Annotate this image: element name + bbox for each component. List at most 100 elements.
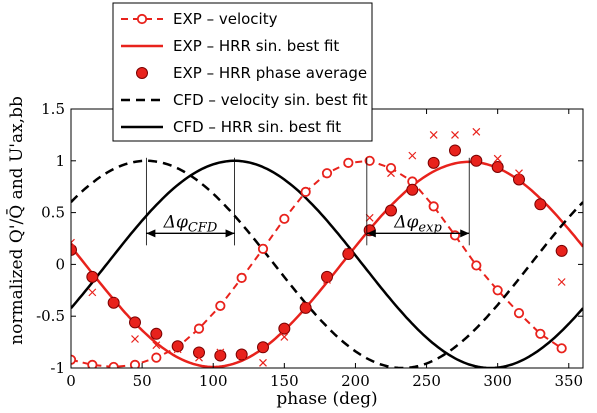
series-2-point [470, 154, 483, 167]
series-0-point [87, 359, 98, 368]
annotations: ΔφCFD Δφexp [145, 157, 470, 246]
series-3-point-stroke-b [131, 335, 139, 343]
series-3-point-stroke-b [216, 348, 225, 357]
series-3-point [344, 248, 353, 256]
x-axis-label: phase (deg) [276, 389, 377, 409]
series-0-point [471, 260, 482, 271]
series-2-point [513, 173, 525, 186]
series-3-point-stroke-b [472, 127, 481, 136]
series-3-point-stroke-b [109, 297, 118, 306]
y-tick-label: 1 [55, 152, 65, 170]
series-0-point [449, 230, 461, 241]
series-3-point [429, 130, 438, 139]
annotation-0-label: ΔφCFD [163, 212, 218, 235]
series-3-point-stroke-b [536, 200, 545, 209]
series-0-point [236, 272, 247, 283]
series-0-point [513, 307, 525, 319]
series-3-point [387, 169, 395, 178]
series-3-point-stroke-b [259, 358, 267, 367]
y-axis-label-group: normalized Q'/Q̄ and U'ax,bb [5, 96, 27, 345]
series-2-point [278, 322, 291, 335]
plot-lines [71, 159, 583, 368]
series-3-point [472, 127, 481, 136]
series-4-line [71, 159, 583, 368]
series-3-point [109, 297, 118, 306]
series-3-point [451, 130, 459, 139]
y-tick-label: 1.5 [41, 100, 65, 118]
series-3-point-stroke-a [71, 241, 75, 247]
series-3-point-stroke-b [408, 151, 417, 160]
series-3-point [323, 276, 331, 284]
y-tick-label: -0.5 [36, 307, 65, 325]
series-3-point-stroke-b [88, 288, 97, 297]
series-0-point [279, 213, 290, 224]
legend-entry-label: EXP – HRR phase average [173, 64, 367, 82]
series-3-point-stroke-b [515, 169, 523, 178]
series-3-point [216, 348, 225, 357]
series-3-point [536, 200, 545, 209]
legend-entry-label: EXP – HRR sin. best fit [173, 37, 339, 55]
series-0-point [556, 343, 567, 354]
markers [71, 127, 568, 368]
annotation-1-arrowhead-left [366, 229, 376, 238]
series-0-point [343, 157, 354, 168]
y-tick-label: -1 [50, 359, 65, 377]
x-tick-label: 150 [270, 372, 299, 390]
x-tick-label: 300 [483, 372, 512, 390]
annotation-0-arrowhead-left [146, 229, 156, 238]
plot-frame [70, 108, 584, 369]
series-3-point [131, 335, 139, 343]
legend-entry-label: EXP – velocity [173, 10, 278, 28]
series-2-point [299, 301, 312, 314]
series-2-point [107, 296, 120, 309]
series-3-point [493, 154, 502, 163]
series-2-point [321, 270, 333, 283]
series-2-point [214, 349, 227, 362]
series-3-point-stroke-b [557, 278, 566, 286]
series-2-point [71, 243, 77, 256]
series-2-point [171, 340, 184, 353]
series-3-point-stroke-b [237, 351, 246, 360]
series-3-point-stroke-b [323, 276, 331, 284]
series-2-point [385, 204, 397, 217]
legend: EXP – velocity EXP – HRR sin. best fit EXP… [112, 2, 373, 142]
series-2-point [150, 327, 163, 340]
series-3-point [365, 213, 374, 222]
legend-entry-label: CFD – HRR sin. best fit [173, 118, 341, 136]
series-3-point-stroke-b [152, 341, 161, 350]
series-0-point [428, 201, 439, 212]
series-2-point [491, 161, 504, 174]
x-tick-label: 0 [66, 372, 76, 390]
series-0-point [193, 323, 205, 334]
series-2-point [86, 270, 99, 283]
series-3-point-stroke-b [387, 169, 395, 178]
legend-entry-label: CFD – velocity sin. best fit [173, 91, 368, 109]
series-3-point-stroke-b [344, 248, 353, 256]
series-3-point [280, 332, 289, 341]
series-2-point [449, 144, 461, 157]
series-2-point [129, 316, 141, 329]
x-tick-label: 250 [412, 372, 441, 390]
series-3-point [237, 351, 246, 360]
series-3-point [173, 345, 182, 354]
annotation-1-label: Δφexp [393, 212, 442, 235]
series-3-point-stroke-b [365, 213, 374, 222]
series-0-point [321, 168, 333, 179]
series-3-point [195, 353, 203, 362]
y-tick-label: 0.5 [41, 204, 65, 222]
series-2-point [342, 248, 355, 261]
series-3-point [259, 358, 267, 367]
series-3-point-stroke-b [301, 301, 310, 310]
legend-swatch-marker [136, 67, 148, 79]
series-3-point [88, 288, 97, 297]
legend-swatch-marker [136, 13, 148, 25]
series-0-point [300, 186, 311, 197]
series-0-point [385, 162, 397, 174]
series-2-point [555, 244, 568, 257]
series-0-point [215, 300, 226, 311]
series-0-point [492, 285, 503, 296]
series-3-point-stroke-b [173, 345, 182, 354]
series-3-point [557, 278, 566, 286]
series-0-point [364, 155, 375, 166]
